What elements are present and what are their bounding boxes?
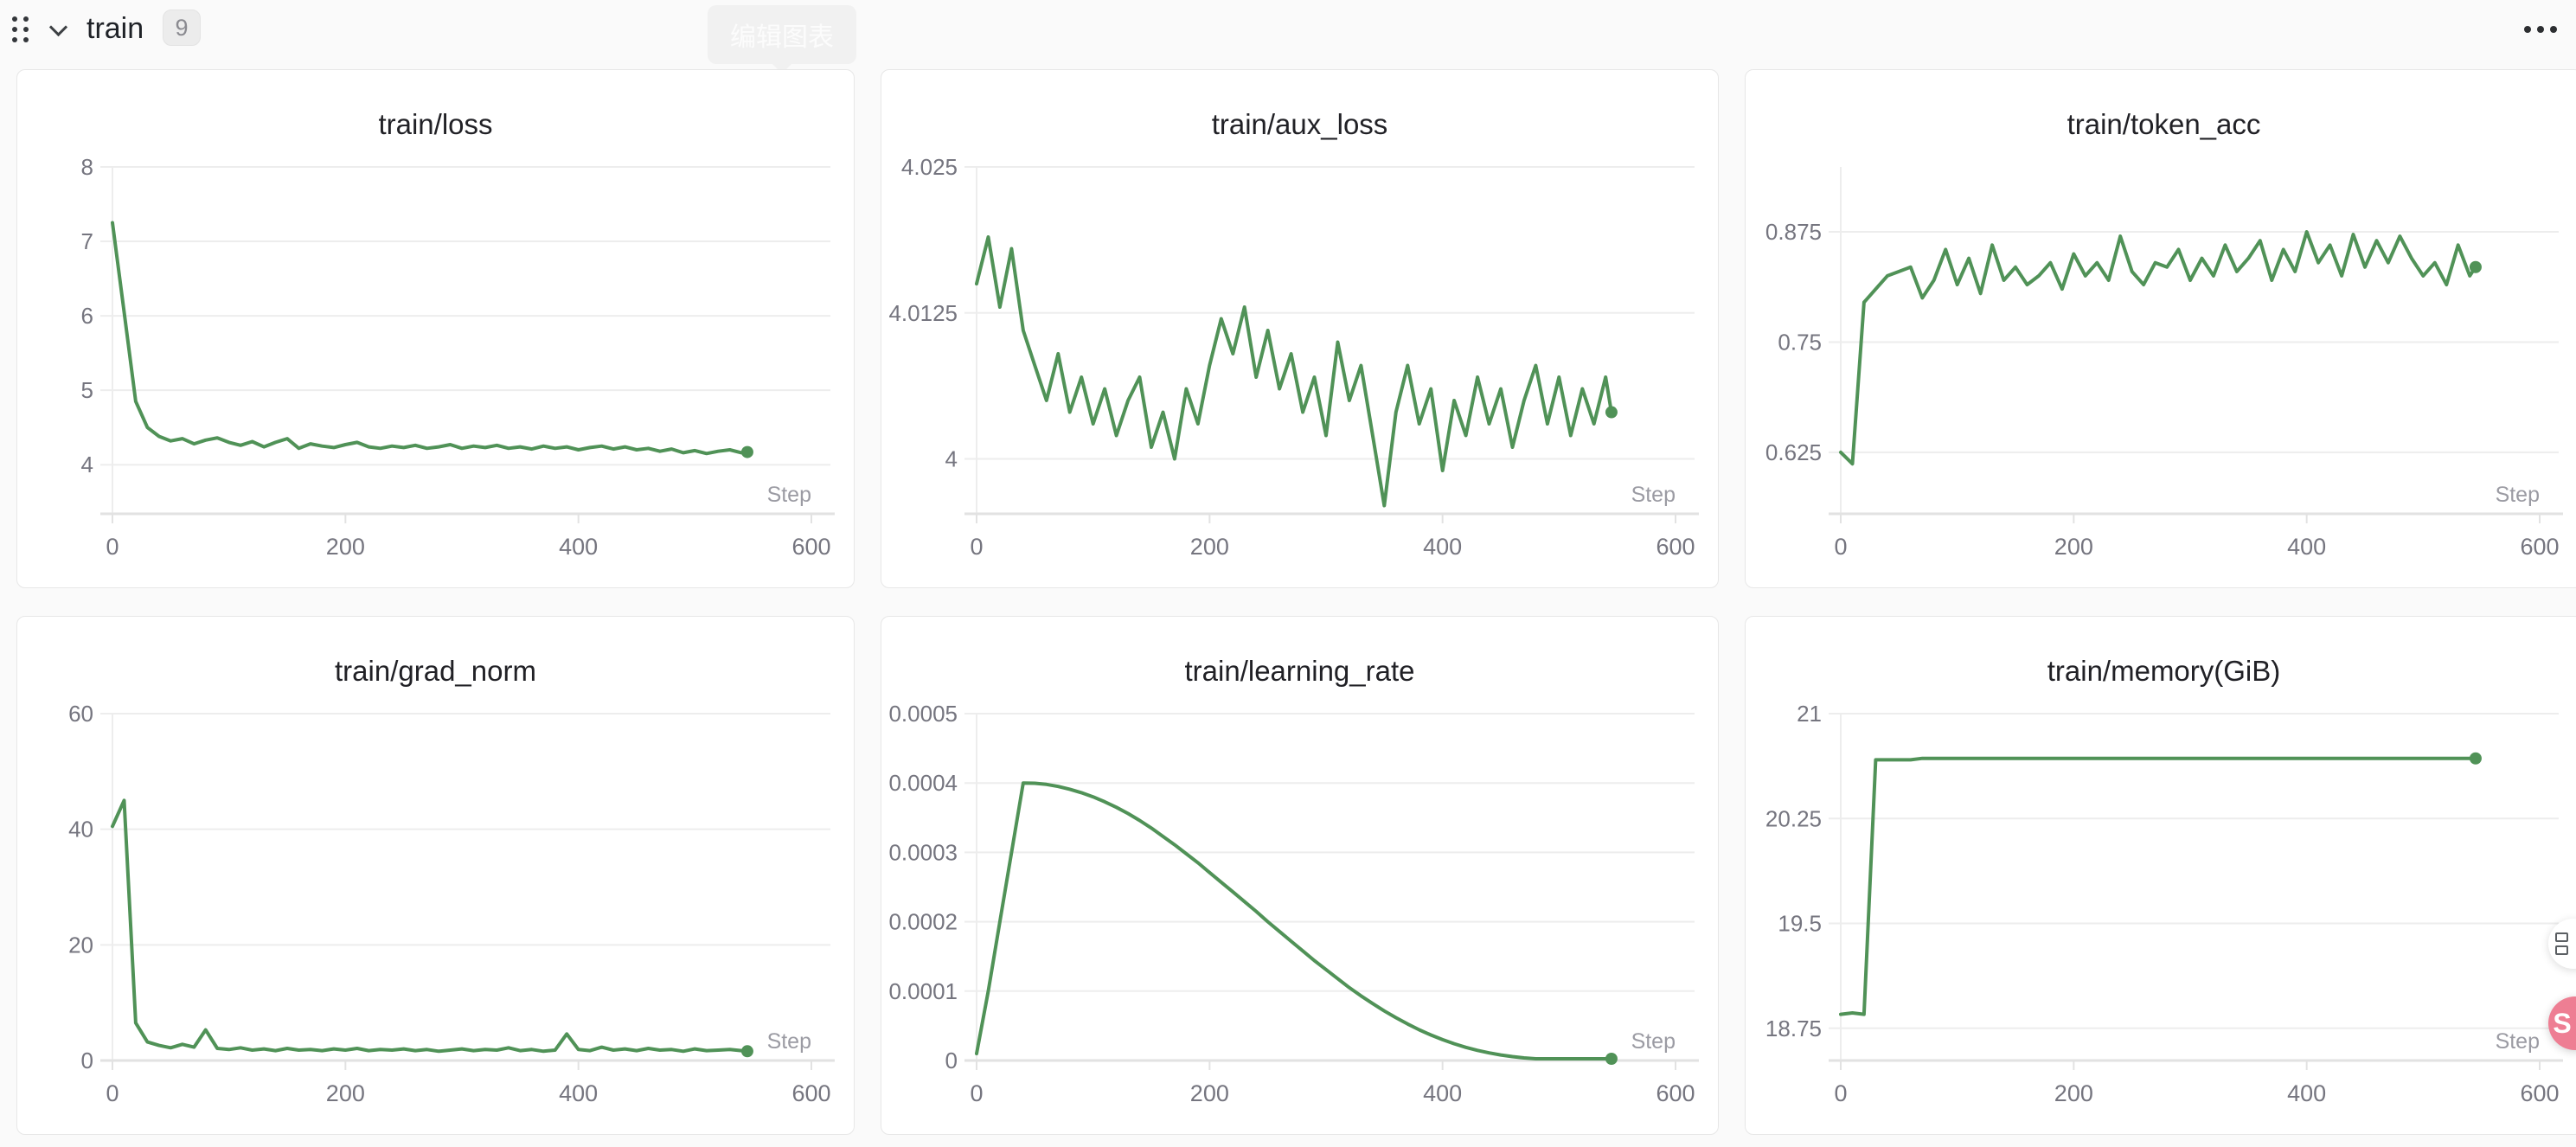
- x-axis-label: Step: [767, 483, 811, 507]
- x-axis-label: Step: [2496, 483, 2540, 507]
- y-tick-label: 4.0125: [888, 300, 958, 326]
- chart-title: train/memory(GiB): [2047, 655, 2281, 687]
- series-line: [1839, 756, 2477, 1016]
- chart-title: train/loss: [378, 108, 493, 140]
- y-tick-label: 0.0005: [888, 701, 958, 727]
- y-tick-label: 18.75: [1765, 1016, 1822, 1041]
- y-tick-label: 20: [68, 932, 93, 958]
- x-axis-label: Step: [767, 1029, 811, 1054]
- x-tick-label: 200: [326, 534, 365, 560]
- y-tick-label: 0: [81, 1048, 93, 1073]
- drag-handle-icon[interactable]: [9, 14, 31, 45]
- series-line: [111, 798, 749, 1054]
- chart-plot-area[interactable]: 0.0005 0.0004 0.0003 0.0002 0.0001 00 200 400 60…: [881, 617, 1719, 1135]
- chevron-down-icon[interactable]: [50, 19, 67, 36]
- y-tick-label: 20.25: [1765, 805, 1822, 831]
- y-tick-label: 4: [945, 446, 958, 472]
- x-tick-label: 400: [2287, 534, 2326, 560]
- x-tick-label: 400: [2287, 1080, 2326, 1106]
- x-tick-label: 0: [970, 534, 983, 560]
- y-tick-label: 0.0004: [888, 770, 958, 796]
- chart-title: train/grad_norm: [335, 655, 536, 687]
- chart-card-train-token-acc[interactable]: train/token_acc 0.875 0.75 0.625 0 200 400 600 S…: [1745, 69, 2576, 588]
- section-header: train 9: [0, 0, 2576, 57]
- x-tick-label: 600: [2520, 534, 2559, 560]
- x-tick-label: 600: [791, 1080, 830, 1106]
- last-point-marker: [740, 1045, 753, 1058]
- y-tick-label: 0.75: [1778, 329, 1822, 355]
- x-tick-label: 600: [2520, 1080, 2559, 1106]
- y-tick-label: 4: [81, 452, 93, 477]
- y-tick-label: 8: [81, 154, 93, 180]
- y-tick-label: 19.5: [1778, 911, 1822, 937]
- x-tick-label: 400: [1423, 1080, 1462, 1106]
- chart-card-train-aux-loss[interactable]: train/aux_loss 4.025 4.0125 4 0 200 400 600 Step: [881, 69, 1719, 588]
- last-point-marker: [2469, 260, 2482, 273]
- x-tick-label: 400: [1423, 534, 1462, 560]
- last-point-marker: [740, 445, 753, 458]
- chart-title: train/learning_rate: [1184, 655, 1415, 687]
- chart-count-badge: 9: [163, 10, 201, 46]
- y-tick-label: 0.625: [1765, 439, 1822, 465]
- chart-card-train-loss[interactable]: train/loss 8 7 6 5 4 0 200 400 600 Step: [16, 69, 855, 588]
- chart-card-train-learning-rate[interactable]: train/learning_rate 0.0005 0.0004 0.0003 0.0…: [881, 616, 1719, 1135]
- y-tick-label: 7: [81, 228, 93, 254]
- chart-card-train-grad-norm[interactable]: train/grad_norm 60 40 20 0 0 200 400 600 Step: [16, 616, 855, 1135]
- more-options-button[interactable]: [2519, 21, 2562, 38]
- x-tick-label: 0: [1834, 534, 1847, 560]
- y-tick-label: 0.0001: [888, 978, 958, 1004]
- y-tick-label: 5: [81, 377, 93, 403]
- chart-grid: train/loss 8 7 6 5 4 0 200 400 600 Step train/aux_l…: [16, 69, 2576, 1135]
- x-tick-label: 600: [1656, 1080, 1695, 1106]
- x-tick-label: 600: [1656, 534, 1695, 560]
- y-tick-label: 0.875: [1765, 219, 1822, 245]
- series-line: [1839, 230, 2477, 466]
- series-line: [111, 221, 749, 456]
- x-tick-label: 600: [791, 534, 830, 560]
- chart-plot-area[interactable]: 4.025 4.0125 4 0 200 400 600 Step: [881, 70, 1719, 588]
- chart-plot-area[interactable]: 0.875 0.75 0.625 0 200 400 600 Step: [1746, 70, 2576, 588]
- y-tick-label: 21: [1797, 701, 1822, 727]
- chart-card-train-memory-gib-[interactable]: train/memory(GiB) 21 20.25 19.5 18.75 0 200 400…: [1745, 616, 2576, 1135]
- x-tick-label: 400: [559, 534, 598, 560]
- y-tick-label: 40: [68, 817, 93, 843]
- x-tick-label: 200: [326, 1080, 365, 1106]
- x-axis-label: Step: [2496, 1029, 2540, 1054]
- x-axis-label: Step: [1631, 483, 1676, 507]
- stacked-panels-icon: [2555, 932, 2569, 955]
- x-tick-label: 200: [2054, 1080, 2093, 1106]
- y-tick-label: 60: [68, 701, 93, 727]
- chart-title: train/aux_loss: [1211, 108, 1388, 140]
- assistant-logo-glyph: S: [2553, 1007, 2572, 1039]
- y-tick-label: 4.025: [901, 154, 958, 180]
- y-tick-label: 0.0003: [888, 839, 958, 865]
- series-line: [975, 235, 1613, 508]
- last-point-marker: [1605, 1053, 1618, 1065]
- x-axis-label: Step: [1631, 1029, 1676, 1054]
- y-tick-label: 0: [945, 1048, 958, 1073]
- x-tick-label: 200: [1190, 1080, 1229, 1106]
- x-tick-label: 0: [970, 1080, 983, 1106]
- last-point-marker: [2469, 752, 2482, 765]
- x-tick-label: 400: [559, 1080, 598, 1106]
- x-tick-label: 0: [1834, 1080, 1847, 1106]
- x-tick-label: 200: [1190, 534, 1229, 560]
- series-line: [975, 781, 1613, 1060]
- chart-plot-area[interactable]: 8 7 6 5 4 0 200 400 600 Step: [17, 70, 855, 588]
- chart-title: train/token_acc: [2067, 108, 2261, 140]
- group-title: train: [87, 12, 144, 45]
- x-tick-label: 0: [106, 1080, 119, 1106]
- last-point-marker: [1605, 406, 1618, 419]
- chart-plot-area[interactable]: 21 20.25 19.5 18.75 0 200 400 600 Step: [1746, 617, 2576, 1135]
- x-tick-label: 0: [106, 534, 119, 560]
- x-tick-label: 200: [2054, 534, 2093, 560]
- y-tick-label: 0.0002: [888, 909, 958, 935]
- y-tick-label: 6: [81, 303, 93, 329]
